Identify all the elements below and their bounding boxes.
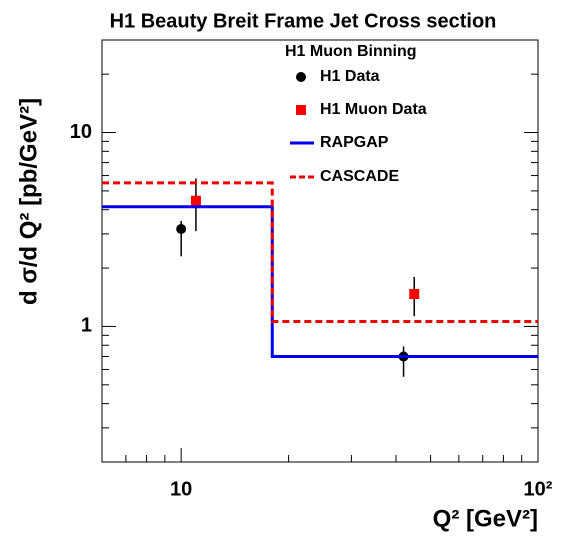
histogram-line <box>102 181 538 324</box>
data-point <box>176 224 187 235</box>
legend-label: CASCADE <box>320 168 399 185</box>
legend-label: H1 Muon Data <box>320 101 427 118</box>
legend-marker <box>296 105 306 115</box>
y-axis-label: d σ/d Q² [pb/GeV²] <box>15 98 42 305</box>
y-tick-label: 10 <box>70 121 92 143</box>
x-axis-label: Q² [GeV²] <box>433 505 538 532</box>
data-point <box>409 289 420 300</box>
histogram-line <box>102 205 538 358</box>
legend-title: H1 Muon Binning <box>285 43 417 60</box>
chart-title: H1 Beauty Breit Frame Jet Cross section <box>110 10 497 32</box>
legend-label: H1 Data <box>320 68 380 85</box>
legend-label: RAPGAP <box>320 134 389 151</box>
y-tick-label: 1 <box>81 315 92 337</box>
plot-frame <box>101 39 539 463</box>
x-tick-label: 10 <box>170 478 192 500</box>
legend-marker <box>296 72 306 82</box>
data-point <box>190 195 201 206</box>
x-tick-label: 10² <box>524 478 553 500</box>
